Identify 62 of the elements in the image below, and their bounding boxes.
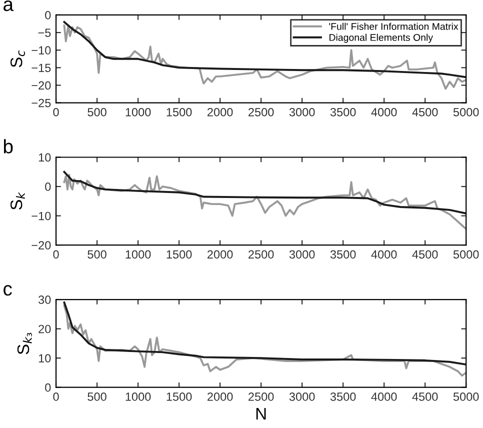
x-tick-label: 5000	[453, 108, 479, 116]
x-axis-title: N	[256, 408, 266, 420]
x-tick-label: 4000	[371, 108, 397, 116]
line-series	[63, 21, 466, 78]
x-tick-label: 4500	[412, 392, 438, 401]
y-tick-label: 0	[45, 11, 51, 20]
x-tick-label: 2500	[248, 108, 274, 116]
x-tick-label: 3000	[289, 392, 315, 401]
x-tick-label: 3500	[330, 250, 356, 259]
x-tick-label: 4000	[371, 250, 397, 259]
y-tick-label: −10	[32, 212, 51, 220]
x-tick-label: 500	[88, 108, 106, 116]
y-tick-label: 20	[38, 324, 51, 334]
x-tick-label: 500	[88, 392, 106, 401]
x-tick-label: 1000	[126, 392, 151, 401]
x-tick-label: 4500	[412, 250, 438, 259]
y-tick-label: 0	[45, 383, 51, 392]
x-tick-label: 500	[88, 250, 106, 259]
x-tick-label: 2000	[208, 392, 233, 401]
y-tick-label: 0	[45, 182, 51, 191]
line-series	[63, 174, 466, 230]
y-tick-label: −10	[32, 46, 51, 54]
x-tick-label: 3500	[330, 108, 356, 116]
y-tick-label: −5	[38, 28, 51, 37]
y-axis-title: S$_{k₃}$	[17, 332, 32, 354]
legend-label: 'Full' Fisher Information Matrix	[329, 22, 458, 30]
x-tick-label: 1500	[166, 392, 192, 401]
x-tick-label: 5000	[453, 392, 479, 401]
line-series	[63, 301, 466, 366]
line-series	[63, 304, 466, 377]
x-tick-label: 0	[53, 108, 59, 116]
y-tick-label: −20	[32, 81, 51, 90]
x-tick-label: 2500	[248, 250, 274, 259]
y-tick-label: −20	[32, 241, 51, 250]
y-axis-title: S$_{c}$	[10, 50, 25, 68]
x-tick-label: 4000	[371, 392, 397, 401]
x-tick-label: 1000	[126, 250, 151, 259]
line-series	[63, 170, 466, 214]
y-tick-label: 10	[38, 153, 51, 162]
x-tick-label: 2000	[208, 250, 233, 259]
x-tick-label: 1500	[166, 108, 192, 116]
x-tick-label: 3000	[289, 250, 315, 259]
y-tick-label: −15	[32, 64, 51, 72]
chart-title: c	[4, 285, 12, 296]
chart-title: b	[4, 139, 13, 154]
y-tick-label: −25	[32, 98, 51, 108]
y-tick-label: 30	[38, 296, 51, 304]
x-tick-label: 1500	[166, 250, 192, 259]
x-tick-label: 2500	[248, 392, 274, 401]
x-tick-label: 4500	[412, 108, 438, 116]
x-tick-label: 3000	[289, 108, 315, 116]
line-series	[63, 24, 466, 90]
y-tick-label: 10	[38, 354, 51, 362]
y-axis-title: S$_{k}$	[10, 192, 25, 210]
x-tick-label: 1000	[126, 108, 151, 116]
x-tick-label: 0	[53, 392, 59, 401]
x-tick-label: 2000	[208, 108, 233, 116]
chart-title: a	[4, 0, 14, 12]
x-tick-label: 3500	[330, 392, 356, 401]
x-tick-label: 0	[53, 250, 59, 259]
legend-label: Diagonal Elements Only	[330, 34, 434, 43]
x-tick-label: 5000	[453, 250, 479, 259]
